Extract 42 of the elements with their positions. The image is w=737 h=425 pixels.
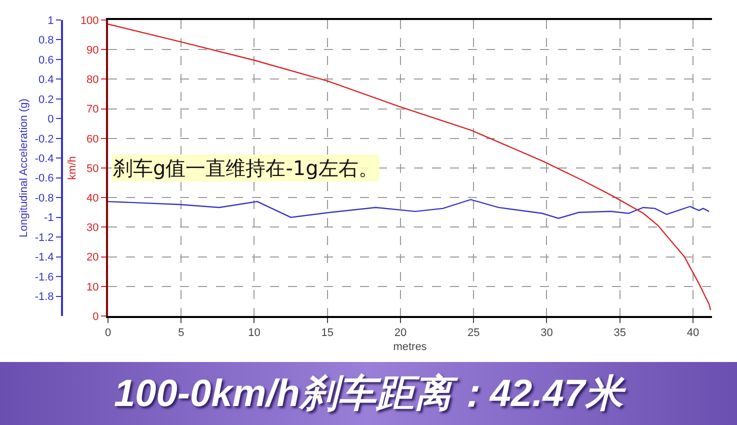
x-tick-label: 0: [104, 327, 112, 340]
y-tick-label: -1.4: [34, 252, 54, 264]
line-series: [108, 198, 710, 219]
y-tick-label: 0.6: [38, 54, 54, 66]
annotation: 刹车g值一直维持在-1g左右。: [113, 156, 378, 180]
x-tick-label: 15: [321, 327, 334, 340]
x-axis-title: metres: [393, 340, 428, 353]
x-tick-label: 5: [178, 327, 184, 340]
y2-tick-label: 40: [86, 192, 99, 204]
y2-tick-label: 50: [86, 162, 99, 175]
y-tick-label: 0.4: [38, 74, 54, 86]
y-tick-label: -0.8: [34, 192, 54, 204]
y-tick-label: 0.2: [38, 94, 54, 106]
y-tick-label: -1.8: [34, 291, 54, 304]
y2-tick-label: 60: [86, 133, 99, 146]
x-tick-label: 25: [467, 327, 480, 340]
y2-tick-label: 0: [92, 310, 99, 323]
text: 100-0km/h刹车距离：42.47米: [0, 362, 737, 425]
y-axis-title: Longitudinal Acceleration (g): [18, 98, 30, 238]
x-tick-label: 10: [248, 327, 260, 340]
y-tick-label: -1.6: [34, 271, 54, 284]
y2-axis-title: km/h: [66, 156, 79, 180]
x-tick-label: 20: [394, 327, 407, 340]
y-tick-label: -0.2: [34, 133, 54, 146]
y2-tick-label: 10: [86, 281, 99, 294]
y2-tick-label: 100: [80, 14, 99, 27]
x-tick-label: 35: [614, 327, 626, 340]
y2-tick-label: 80: [86, 74, 99, 86]
y2-tick-label: 90: [86, 44, 99, 56]
y2-tick-label: 20: [86, 252, 99, 264]
y-tick-label: 0: [48, 114, 54, 126]
y-tick-label: -0.6: [34, 172, 54, 185]
y-tick-label: -0.4: [34, 152, 54, 165]
x-tick-label: 40: [686, 327, 700, 340]
y-tick-label: -1.2: [34, 232, 54, 244]
y-tick-label: 0.8: [38, 34, 54, 47]
y2-tick-label: 70: [86, 104, 99, 116]
y-tick-label: 1: [48, 14, 54, 27]
y-tick-label: -1: [44, 212, 54, 224]
x-tick-label: 30: [540, 327, 553, 340]
line-series: [108, 24, 712, 311]
y2-tick-label: 30: [86, 222, 99, 234]
